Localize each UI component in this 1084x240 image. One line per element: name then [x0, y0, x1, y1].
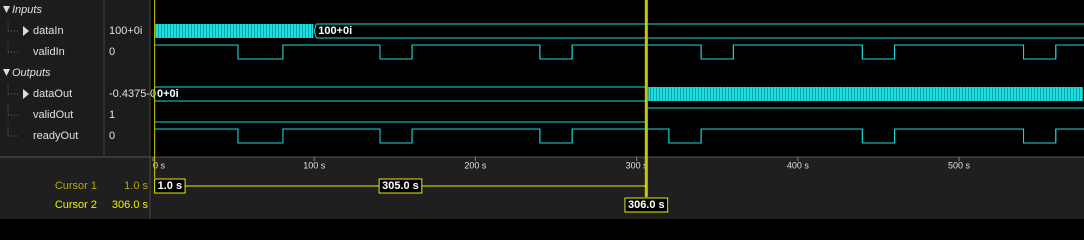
- delta-box: [378, 178, 423, 194]
- tick-label: 0 s: [153, 160, 166, 170]
- bus-label: 100+0i: [318, 25, 352, 37]
- collapse-arrow: [3, 69, 10, 76]
- signal-name: validIn: [33, 46, 65, 58]
- signal-name: dataOut: [33, 88, 72, 100]
- expand-arrow: [23, 26, 29, 36]
- tick-label: 400 s: [787, 160, 810, 170]
- signal-name: validOut: [33, 109, 73, 121]
- signal-name: dataIn: [33, 25, 64, 37]
- digital-wave: [155, 128, 1084, 144]
- bus-dense: [648, 87, 1083, 101]
- cursor-box-label: 1.0 s: [158, 180, 182, 192]
- tick-label: 200 s: [464, 160, 487, 170]
- tick-label: 100 s: [303, 160, 326, 170]
- signal-name: readyOut: [33, 130, 78, 142]
- group-title: Outputs: [12, 67, 51, 79]
- signal-value: 0: [109, 130, 115, 142]
- delta-label: 305.0 s: [382, 180, 419, 192]
- names-panel: [0, 0, 150, 157]
- signal-value: -0.4375-0: [109, 88, 156, 100]
- digital-wave: [155, 44, 1084, 60]
- tick-label: 500 s: [948, 160, 971, 170]
- expand-arrow: [23, 89, 29, 99]
- cursor-name: Cursor 1: [55, 180, 97, 192]
- cursor-name: Cursor 2: [55, 199, 97, 211]
- bus-dense: [155, 24, 314, 38]
- signal-value: 100+0i: [109, 25, 142, 37]
- bus-segment: [313, 23, 1084, 39]
- cursor-box-label: 306.0 s: [628, 199, 665, 211]
- tick-label: 300 s: [626, 160, 649, 170]
- signal-value: 0: [109, 46, 115, 58]
- signal-value: 1: [109, 109, 115, 121]
- cursor-value: 306.0 s: [112, 199, 149, 211]
- collapse-arrow: [3, 6, 10, 13]
- cursor-value: 1.0 s: [124, 180, 148, 192]
- page: Inputs dataIn 100+0i 100+0i validIn 0 Outputs d…: [0, 0, 1084, 219]
- group-title: Inputs: [12, 4, 42, 16]
- bus-label: 0+0i: [157, 88, 179, 100]
- bus-segment: [152, 86, 647, 102]
- cursor-box: [624, 197, 669, 213]
